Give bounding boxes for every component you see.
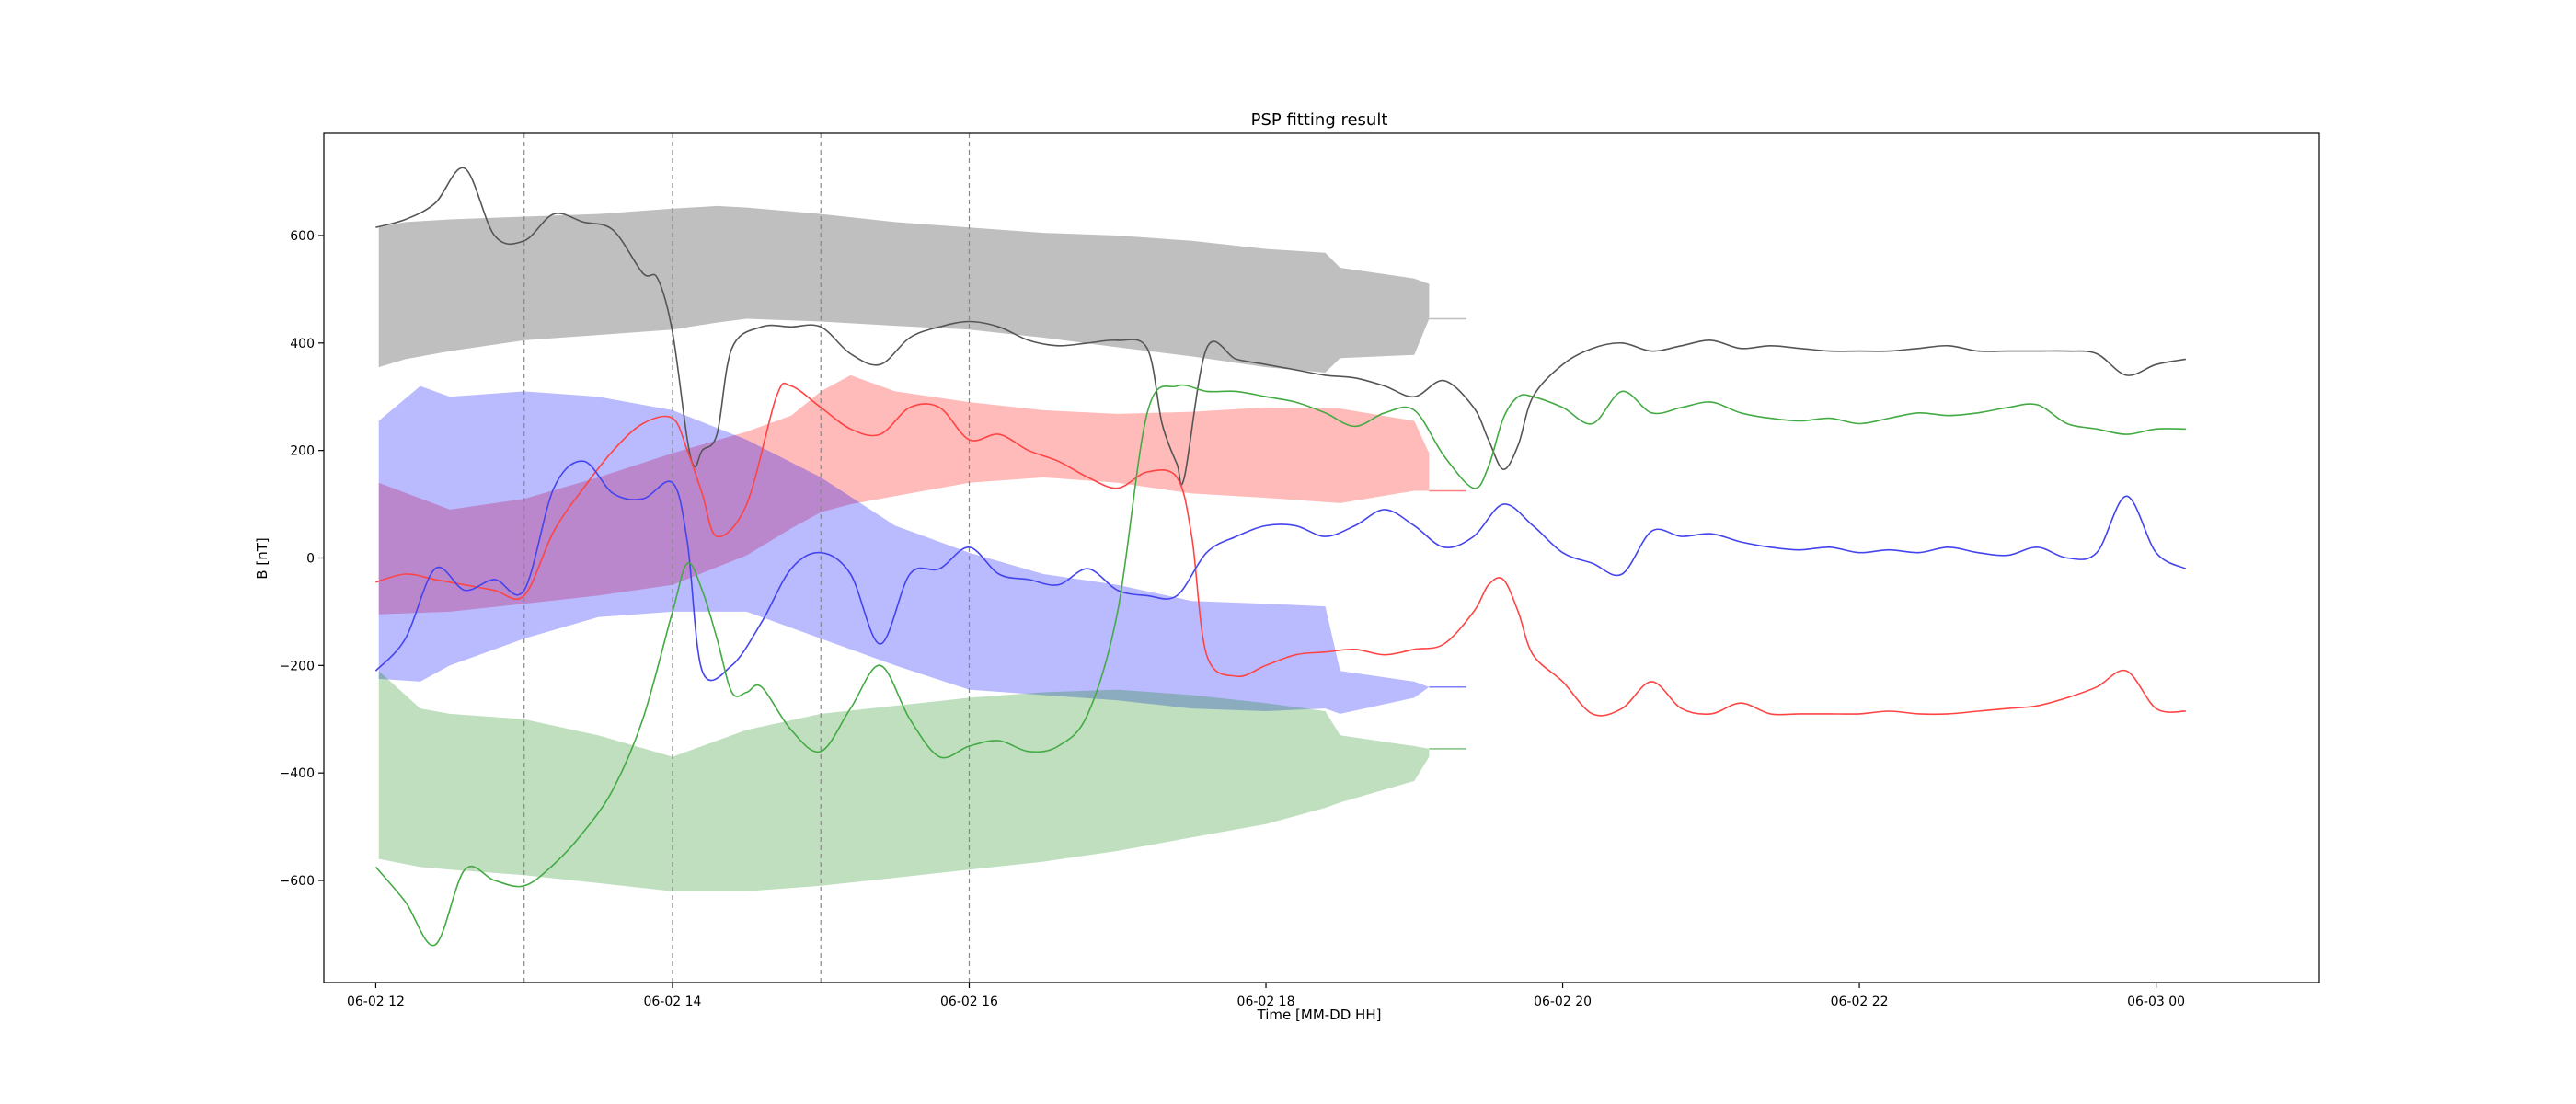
- y-tick-label-1: 400: [290, 337, 315, 351]
- y-axis-label: B [nT]: [254, 537, 270, 579]
- x-tick-label-2: 06-02 16: [940, 995, 998, 1009]
- y-tick-label-5: −400: [280, 766, 315, 781]
- plot-area: [374, 133, 2187, 983]
- series-by-line: [374, 460, 2187, 682]
- x-axis-label: Time [MM-DD HH]: [1257, 1006, 1382, 1023]
- y-tick-label-3: 0: [306, 552, 315, 567]
- y-tick-label-4: −200: [280, 659, 315, 673]
- x-tick-label-6: 06-03 00: [2127, 995, 2185, 1009]
- x-axis: 06-02 12 06-02 14 06-02 16 06-02 18 06-02 20…: [347, 983, 2185, 1009]
- y-tick-label-0: 600: [290, 229, 315, 244]
- y-tick-label-2: 200: [290, 444, 315, 459]
- y-tick-label-6: −600: [280, 874, 315, 889]
- band-by: [378, 385, 1430, 714]
- series-total-line: [375, 167, 2187, 486]
- chart-title: PSP fitting result: [1251, 110, 1388, 130]
- x-tick-label-1: 06-02 14: [643, 995, 701, 1009]
- band-bz: [378, 671, 1430, 891]
- series-bz-line: [374, 384, 2186, 947]
- x-tick-label-5: 06-02 22: [1831, 995, 1889, 1009]
- x-tick-label-4: 06-02 20: [1534, 995, 1592, 1009]
- x-tick-label-3: 06-02 18: [1237, 995, 1295, 1009]
- series-bx-line: [375, 382, 2186, 717]
- x-tick-label-0: 06-02 12: [347, 995, 405, 1009]
- y-axis: 600 400 200 0 −200 −400 −600: [280, 229, 324, 889]
- band-total: [378, 205, 1430, 373]
- band-bx: [378, 374, 1430, 615]
